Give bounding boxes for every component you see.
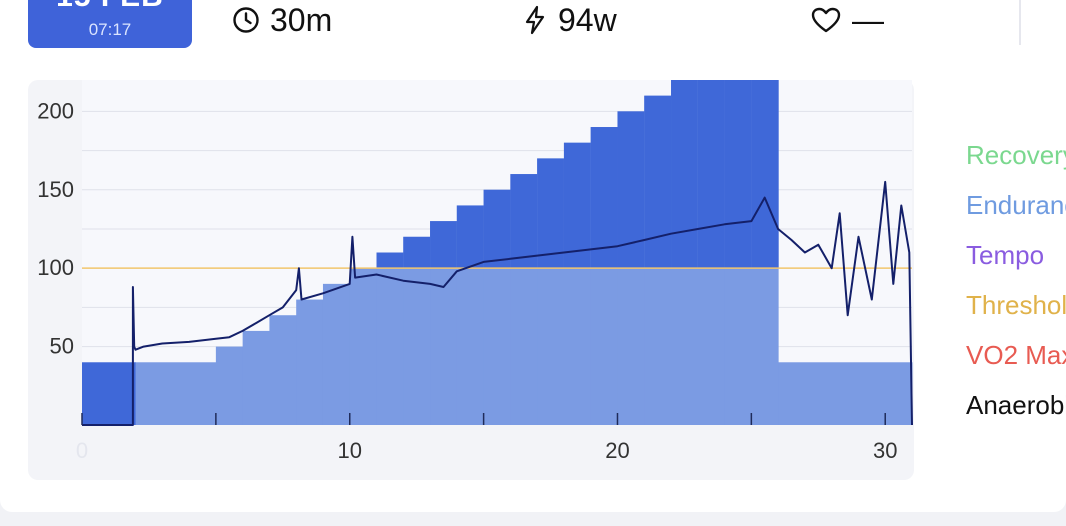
workout-date-badge[interactable]: 15 FEB 07:17 — [28, 0, 192, 48]
target-step-above-13 — [510, 174, 538, 269]
target-step-23 — [778, 362, 913, 425]
power-stat: 94w — [522, 0, 617, 40]
y-tick-label: 200 — [37, 98, 74, 123]
legend-item-tempo[interactable]: Tempo — [966, 240, 1045, 270]
x-tick-label: 10 — [337, 438, 361, 463]
target-step-above-15 — [563, 142, 592, 269]
target-step-above-22 — [751, 80, 779, 269]
target-step-above-8 — [376, 252, 404, 269]
target-step-above-11 — [456, 205, 485, 269]
target-step-8 — [376, 252, 404, 425]
y-tick-label: 150 — [37, 177, 74, 202]
target-step-above-9 — [403, 236, 431, 269]
y-tick-label: 50 — [50, 334, 74, 359]
duration-stat: 30m — [232, 0, 332, 40]
target-step-above-20 — [697, 80, 726, 269]
target-step-above-16 — [590, 127, 618, 269]
target-step-6 — [322, 283, 351, 425]
target-step-above-10 — [430, 221, 458, 269]
legend-item-endurance[interactable]: Endurance — [966, 190, 1066, 220]
y-tick-label: 100 — [37, 255, 74, 280]
target-step-above-14 — [537, 158, 565, 269]
target-step-above-21 — [724, 80, 752, 269]
target-step-7 — [349, 268, 378, 425]
heart-rate-stat: — — [810, 0, 884, 40]
target-step-1 — [135, 362, 217, 425]
target-step-4 — [269, 315, 297, 425]
power-value: 94w — [558, 1, 617, 38]
legend-item-threshold[interactable]: Threshold — [966, 290, 1066, 320]
target-step-0 — [82, 362, 137, 425]
x-tick-label: 20 — [605, 438, 629, 463]
time-label: 07:17 — [88, 20, 132, 39]
clock-icon — [232, 6, 260, 34]
lightning-icon — [522, 5, 548, 35]
power-chart: 0 10 20 30 50 100 150 200 — [37, 80, 913, 463]
x-tick-label: 30 — [873, 438, 897, 463]
target-step-above-19 — [671, 80, 699, 269]
target-step-5 — [296, 299, 324, 425]
heart-icon — [810, 6, 842, 34]
header-divider — [1019, 0, 1021, 45]
legend-item-recovery[interactable]: Recovery — [966, 140, 1066, 170]
legend-item-anaerobic[interactable]: Anaerobic — [966, 390, 1066, 420]
duration-value: 30m — [270, 1, 333, 38]
heart-rate-value: — — [852, 1, 884, 38]
date-label: 15 FEB — [28, 0, 192, 12]
legend-item-vo2-max[interactable]: VO2 Max — [966, 340, 1066, 370]
target-step-above-12 — [483, 189, 511, 269]
power-chart-panel: 0 10 20 30 50 100 150 200 — [28, 80, 914, 480]
power-line — [82, 180, 913, 426]
target-step-3 — [242, 330, 270, 425]
x-tick-label: 0 — [76, 438, 88, 463]
zone-legend: Recovery Endurance Tempo Threshold VO2 M… — [966, 135, 1066, 435]
target-step-2 — [215, 346, 244, 425]
